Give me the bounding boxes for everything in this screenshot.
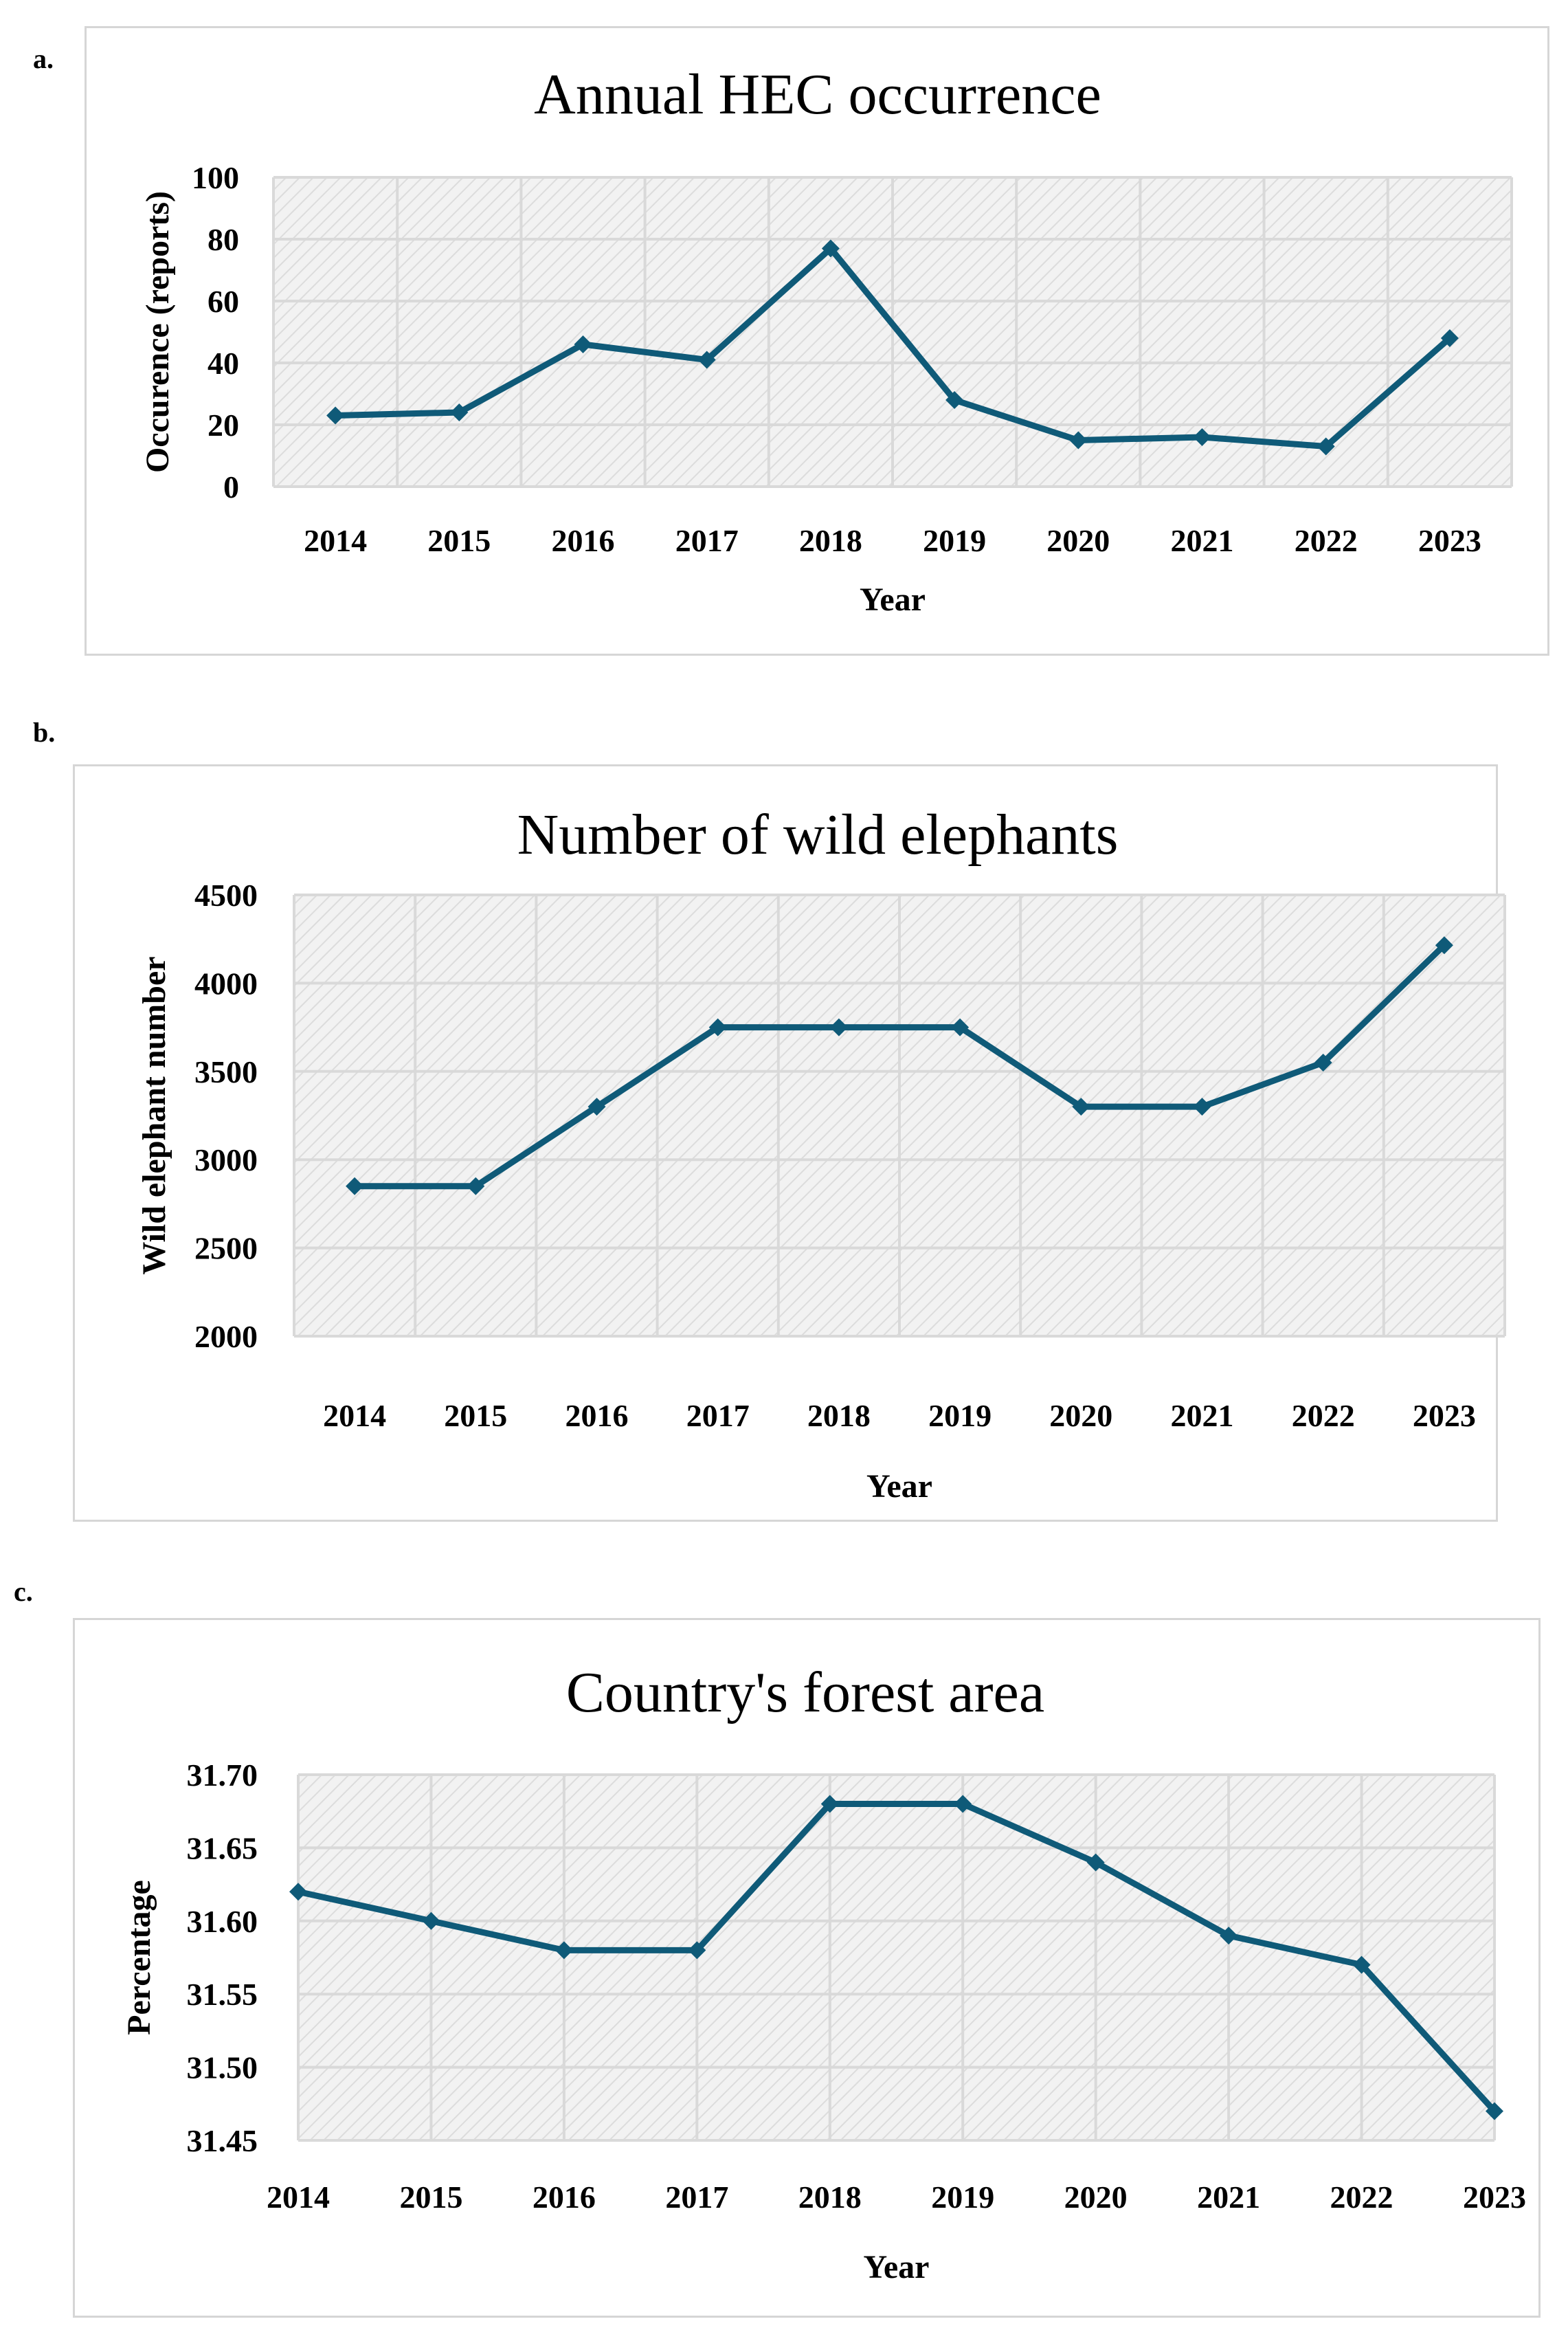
- x-axis-label: Year: [864, 2249, 930, 2285]
- x-tick-label: 2021: [1171, 523, 1234, 558]
- x-tick-label: 2020: [1064, 2180, 1128, 2215]
- series-line: [335, 245, 1452, 450]
- x-tick-label: 2018: [807, 1398, 871, 1433]
- x-axis-label: Year: [866, 1468, 932, 1505]
- x-tick-label: 2019: [923, 523, 986, 558]
- y-tick-label: 2500: [194, 1231, 258, 1266]
- y-tick-label: 4000: [194, 966, 258, 1001]
- panel-letter-b: b.: [33, 717, 56, 748]
- data-point: [821, 239, 840, 258]
- x-tick-label: 2016: [533, 2180, 596, 2215]
- x-tick-label: 2018: [799, 523, 862, 558]
- data-point: [587, 1098, 606, 1116]
- data-point: [1072, 1098, 1090, 1116]
- y-tick-label: 4500: [194, 878, 258, 913]
- x-tick-label: 2017: [675, 523, 739, 558]
- data-point: [422, 1911, 440, 1930]
- data-point: [1193, 428, 1211, 446]
- x-tick-label: 2023: [1413, 1398, 1476, 1433]
- data-point: [951, 1018, 970, 1037]
- y-tick-label: 31.60: [187, 1904, 258, 1939]
- series-line: [355, 942, 1447, 1190]
- x-tick-label: 2020: [1049, 1398, 1112, 1433]
- y-axis-label: Occurence (reports): [139, 191, 176, 473]
- x-tick-label: 2022: [1295, 523, 1358, 558]
- x-tick-label: 2016: [552, 523, 615, 558]
- x-tick-label: 2023: [1463, 2180, 1526, 2215]
- data-point: [954, 1795, 972, 1813]
- x-tick-label: 2016: [565, 1398, 629, 1433]
- data-point: [326, 406, 345, 425]
- y-tick-label: 80: [208, 222, 239, 257]
- x-tick-label: 2015: [399, 2180, 462, 2215]
- x-tick-label: 2021: [1197, 2180, 1260, 2215]
- data-point: [574, 335, 592, 353]
- data-point: [1486, 2102, 1503, 2120]
- series-line: [298, 1801, 1497, 2114]
- x-tick-label: 2014: [304, 523, 367, 558]
- y-tick-label: 60: [208, 284, 239, 319]
- panel-letter-a: a.: [33, 43, 54, 74]
- x-tick-label: 2014: [323, 1398, 386, 1433]
- y-tick-label: 3500: [194, 1054, 258, 1089]
- data-point: [1069, 431, 1088, 450]
- data-point: [1314, 1053, 1332, 1072]
- chart-forest-area: Country's forest area 31.45 31.50 31.55 31.6…: [121, 1661, 1526, 2285]
- data-point: [467, 1177, 485, 1195]
- data-point: [945, 391, 964, 409]
- data-point: [289, 1883, 307, 1901]
- y-axis-label: Wild elephant number: [136, 956, 172, 1274]
- y-tick-label: 3000: [194, 1142, 258, 1177]
- data-point: [1193, 1098, 1211, 1116]
- data-point: [1086, 1853, 1105, 1872]
- plot-area: [298, 1775, 1494, 2140]
- y-tick-label: 2000: [194, 1319, 258, 1354]
- chart-title: Country's forest area: [566, 1661, 1044, 1725]
- x-tick-label: 2023: [1418, 523, 1481, 558]
- y-tick-label: 31.65: [187, 1830, 258, 1865]
- data-point: [820, 1795, 839, 1813]
- x-tick-label: 2014: [267, 2180, 330, 2215]
- x-tick-label: 2015: [444, 1398, 507, 1433]
- data-point: [450, 403, 469, 421]
- x-tick-label: 2015: [427, 523, 491, 558]
- y-tick-label: 0: [223, 469, 239, 505]
- data-point: [688, 1941, 706, 1960]
- data-point: [1352, 1955, 1371, 1974]
- x-tick-label: 2018: [798, 2180, 862, 2215]
- data-point: [1440, 329, 1459, 347]
- data-point: [1317, 437, 1335, 456]
- x-tick-label: 2019: [931, 2180, 994, 2215]
- y-tick-label: 100: [192, 160, 239, 195]
- chart-title: Annual HEC occurrence: [534, 63, 1101, 126]
- data-point: [829, 1018, 848, 1037]
- chart-hec-occurrence: Annual HEC occurrence 0 20 40 60 80 100 2014 201…: [139, 63, 1513, 618]
- y-tick-label: 31.55: [187, 1977, 258, 2012]
- x-tick-label: 2020: [1046, 523, 1110, 558]
- y-tick-label: 40: [208, 346, 239, 381]
- y-axis-label: Percentage: [121, 1880, 157, 2035]
- x-tick-label: 2017: [686, 1398, 750, 1433]
- data-point: [708, 1018, 727, 1037]
- data-point: [1220, 1927, 1238, 1945]
- x-tick-label: 2022: [1330, 2180, 1393, 2215]
- data-point: [346, 1177, 364, 1195]
- x-tick-label: 2019: [928, 1398, 992, 1433]
- y-tick-label: 31.50: [187, 2050, 258, 2085]
- data-point: [555, 1941, 573, 1960]
- x-axis-label: Year: [860, 581, 926, 618]
- chart-title: Number of wild elephants: [517, 803, 1119, 867]
- x-tick-label: 2017: [665, 2180, 728, 2215]
- x-tick-label: 2021: [1171, 1398, 1234, 1433]
- data-point: [697, 351, 716, 369]
- x-tick-label: 2022: [1292, 1398, 1355, 1433]
- y-tick-label: 31.45: [187, 2123, 258, 2158]
- data-point: [1435, 936, 1453, 955]
- panel-letter-c: c.: [14, 1576, 33, 1607]
- chart-wild-elephants: Number of wild elephants 2000 2500 3000 3500…: [136, 803, 1506, 1505]
- y-tick-label: 20: [208, 408, 239, 443]
- y-tick-label: 31.70: [187, 1758, 258, 1793]
